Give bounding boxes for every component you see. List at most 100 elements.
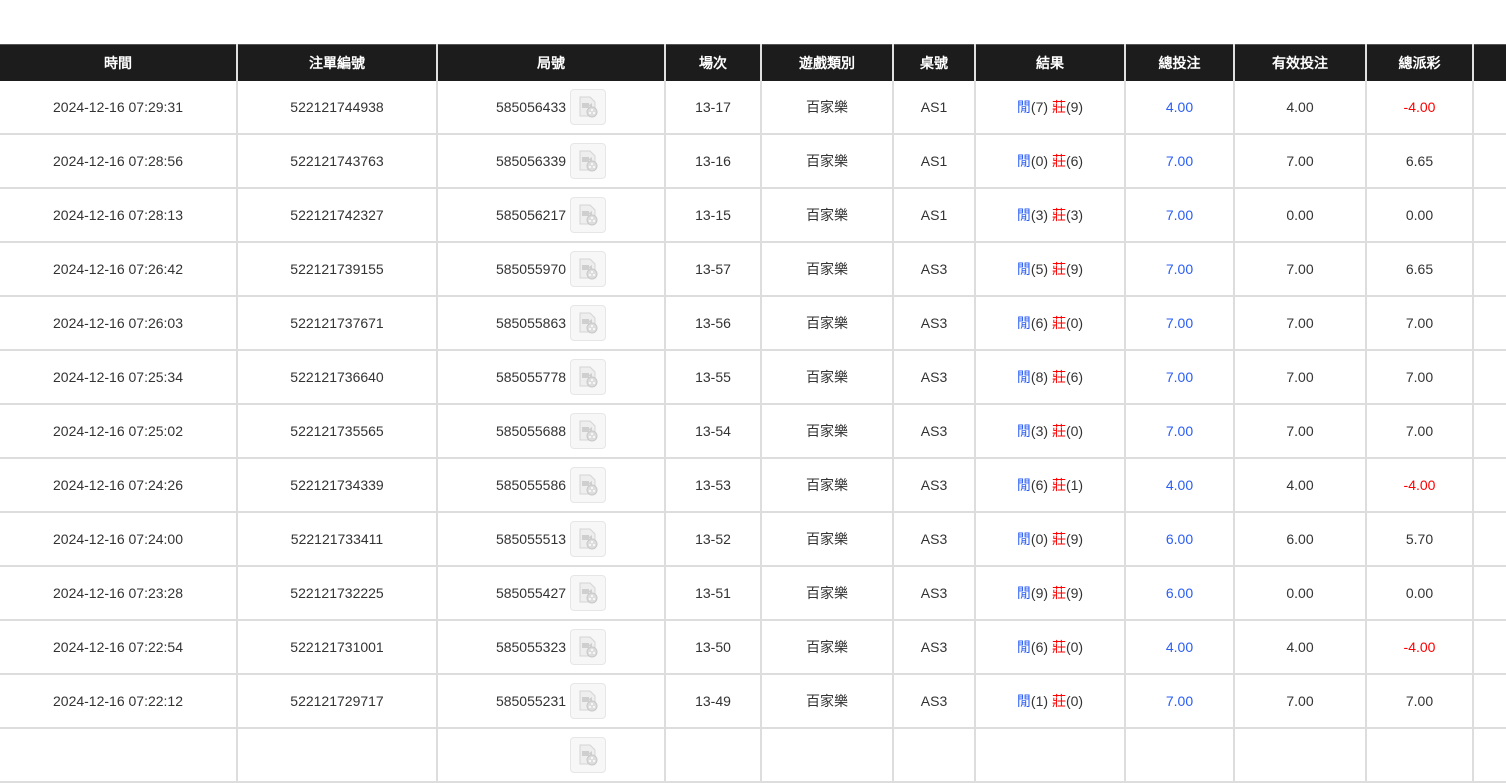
cell-total-bet: 4.00 <box>1124 458 1234 513</box>
round-number: 585056339 <box>495 153 567 169</box>
banker-score: (0) <box>1065 315 1084 331</box>
cell-result: 閒(3) 莊(3) <box>974 188 1125 243</box>
cell-result: 閒(8) 莊(6) <box>974 350 1125 405</box>
cell-table-number: AS1 <box>892 134 975 189</box>
video-replay-icon[interactable] <box>570 467 607 503</box>
cell-extra <box>1472 674 1506 729</box>
banker-label: 莊 <box>1051 423 1066 439</box>
player-score: (8) <box>1030 369 1049 385</box>
cell-total-payout: 0.00 <box>1365 566 1473 621</box>
player-score: (5) <box>1030 261 1049 277</box>
cell-round-number: 585055970 <box>436 242 665 297</box>
player-score: (6) <box>1030 639 1049 655</box>
player-score: (6) <box>1030 477 1049 493</box>
cell-order-number: 522121735565 <box>236 404 437 459</box>
table-row: 2024-12-16 07:28:13 522121742327 585056217… <box>0 188 1506 243</box>
cell-game-type: 百家樂 <box>760 188 893 243</box>
cell-table-number: AS3 <box>892 674 975 729</box>
video-replay-icon[interactable] <box>570 575 607 611</box>
player-label: 閒 <box>1016 639 1031 655</box>
cell-result: 閒(9) 莊(9) <box>974 566 1125 621</box>
cell-total-payout: -4.00 <box>1365 458 1473 513</box>
cell-table-number: AS1 <box>892 188 975 243</box>
cell-round-number: 585056433 <box>436 81 665 135</box>
cell-shoe: 13-54 <box>664 404 761 459</box>
cell-game-type: 百家樂 <box>760 620 893 675</box>
video-replay-icon[interactable] <box>570 89 607 125</box>
video-replay-icon[interactable] <box>570 359 607 395</box>
player-label: 閒 <box>1016 99 1031 115</box>
cell-shoe: 13-16 <box>664 134 761 189</box>
cell-extra <box>1472 566 1506 621</box>
cell-time: 2024-12-16 07:26:03 <box>0 296 237 351</box>
cell-total-bet: 4.00 <box>1124 81 1234 135</box>
table-row: 2024-12-16 07:22:12 522121729717 585055231… <box>0 674 1506 729</box>
cell-time: 2024-12-16 07:25:34 <box>0 350 237 405</box>
header-order-number: 注單編號 <box>236 44 437 81</box>
cell-valid-bet: 7.00 <box>1233 134 1366 189</box>
player-score: (3) <box>1030 423 1049 439</box>
banker-label: 莊 <box>1051 477 1066 493</box>
cell-shoe: 13-56 <box>664 296 761 351</box>
player-label: 閒 <box>1016 693 1031 709</box>
header-total-bet: 總投注 <box>1124 44 1234 81</box>
cell-valid-bet: 7.00 <box>1233 296 1366 351</box>
cell-table-number: AS3 <box>892 404 975 459</box>
cell-table-number: AS3 <box>892 512 975 567</box>
video-replay-icon[interactable] <box>570 143 607 179</box>
video-replay-icon[interactable] <box>570 251 607 287</box>
cell-total-payout: 6.65 <box>1365 134 1473 189</box>
table-row: 2024-12-16 07:23:28 522121732225 585055427… <box>0 566 1506 621</box>
cell-valid-bet: 4.00 <box>1233 620 1366 675</box>
table-row: 2024-12-16 07:22:54 522121731001 585055323… <box>0 620 1506 675</box>
player-label: 閒 <box>1016 423 1031 439</box>
banker-score: (0) <box>1065 639 1084 655</box>
cell-total-payout: 6.65 <box>1365 242 1473 297</box>
table-row: 2024-12-16 07:24:26 522121734339 585055586… <box>0 458 1506 513</box>
cell-table-number: AS3 <box>892 458 975 513</box>
cell-result: 閒(6) 莊(0) <box>974 296 1125 351</box>
header-time: 時間 <box>0 44 237 81</box>
banker-score: (0) <box>1065 693 1084 709</box>
header-extra <box>1472 44 1506 81</box>
banker-label: 莊 <box>1051 585 1066 601</box>
banker-label: 莊 <box>1051 99 1066 115</box>
banker-label: 莊 <box>1051 315 1066 331</box>
cell-extra <box>1472 512 1506 567</box>
cell-valid-bet: 6.00 <box>1233 512 1366 567</box>
cell-extra <box>1472 404 1506 459</box>
banker-score: (9) <box>1065 531 1084 547</box>
video-replay-icon[interactable] <box>570 737 606 773</box>
cell-game-type: 百家樂 <box>760 512 893 567</box>
cell-valid-bet: 4.00 <box>1233 458 1366 513</box>
header-result: 結果 <box>974 44 1125 81</box>
cell-order-number: 522121743763 <box>236 134 437 189</box>
round-number: 585055513 <box>495 531 567 547</box>
player-score: (0) <box>1030 531 1049 547</box>
table-row: 2024-12-16 07:24:00 522121733411 585055513… <box>0 512 1506 567</box>
video-replay-icon[interactable] <box>570 413 607 449</box>
cell-result: 閒(6) 莊(0) <box>974 620 1125 675</box>
cell-extra <box>1472 242 1506 297</box>
cell-valid-bet: 7.00 <box>1233 350 1366 405</box>
player-label: 閒 <box>1016 315 1031 331</box>
round-number: 585056217 <box>495 207 567 223</box>
cell-order-number: 522121734339 <box>236 458 437 513</box>
player-score: (1) <box>1030 693 1049 709</box>
cell-result: 閒(1) 莊(0) <box>974 674 1125 729</box>
video-replay-icon[interactable] <box>570 683 607 719</box>
player-label: 閒 <box>1016 261 1031 277</box>
video-replay-icon[interactable] <box>570 305 607 341</box>
cell-game-type: 百家樂 <box>760 134 893 189</box>
cell-round-number: 585055513 <box>436 512 665 567</box>
cell-total-bet: 6.00 <box>1124 512 1234 567</box>
table-row: 2024-12-16 07:26:03 522121737671 585055863… <box>0 296 1506 351</box>
video-replay-icon[interactable] <box>570 521 607 557</box>
video-replay-icon[interactable] <box>570 197 607 233</box>
video-replay-icon[interactable] <box>570 629 607 665</box>
cell-game-type: 百家樂 <box>760 458 893 513</box>
header-game-type: 遊戲類別 <box>760 44 893 81</box>
round-number: 585055863 <box>495 315 567 331</box>
cell-order-number: 522121733411 <box>236 512 437 567</box>
cell-extra <box>1472 620 1506 675</box>
